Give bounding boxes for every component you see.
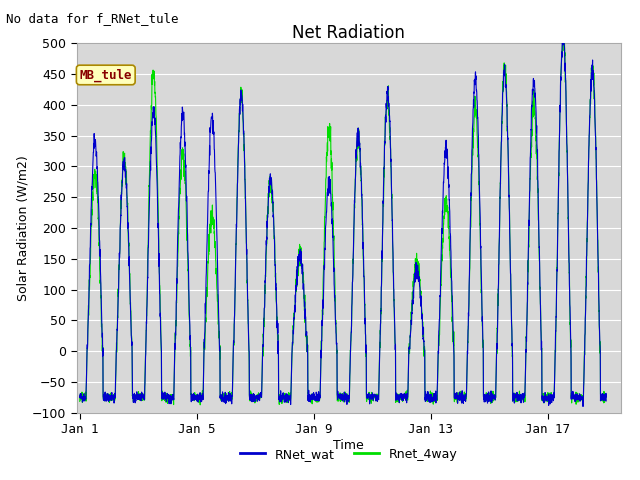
RNet_wat [76, 393, 84, 399]
Line: RNet_wat: RNet_wat [80, 43, 606, 407]
Rnet_4way [196, 402, 204, 408]
RNet_wat [360, 252, 367, 257]
Rnet_4way [360, 265, 367, 271]
Text: MB_tule: MB_tule [79, 68, 132, 82]
Rnet_4way [159, 396, 166, 402]
X-axis label: Time: Time [333, 439, 364, 452]
Title: Net Radiation: Net Radiation [292, 24, 405, 42]
Rnet_4way [602, 392, 610, 398]
Y-axis label: Solar Radiation (W/m2): Solar Radiation (W/m2) [16, 155, 29, 301]
RNet_wat [559, 40, 566, 46]
Line: Rnet_4way: Rnet_4way [80, 43, 606, 405]
RNet_wat [193, 393, 200, 398]
RNet_wat [267, 178, 275, 184]
Rnet_4way [76, 398, 84, 404]
Text: No data for f_RNet_tule: No data for f_RNet_tule [6, 12, 179, 25]
RNet_wat [534, 192, 542, 198]
RNet_wat [579, 404, 587, 409]
Rnet_4way [127, 308, 134, 314]
Rnet_4way [267, 180, 275, 186]
RNet_wat [159, 394, 166, 400]
Rnet_4way [193, 392, 200, 397]
Rnet_4way [534, 217, 542, 223]
RNet_wat [602, 398, 610, 404]
RNet_wat [127, 315, 134, 321]
Legend: RNet_wat, Rnet_4way: RNet_wat, Rnet_4way [235, 443, 463, 466]
Rnet_4way [559, 40, 566, 46]
